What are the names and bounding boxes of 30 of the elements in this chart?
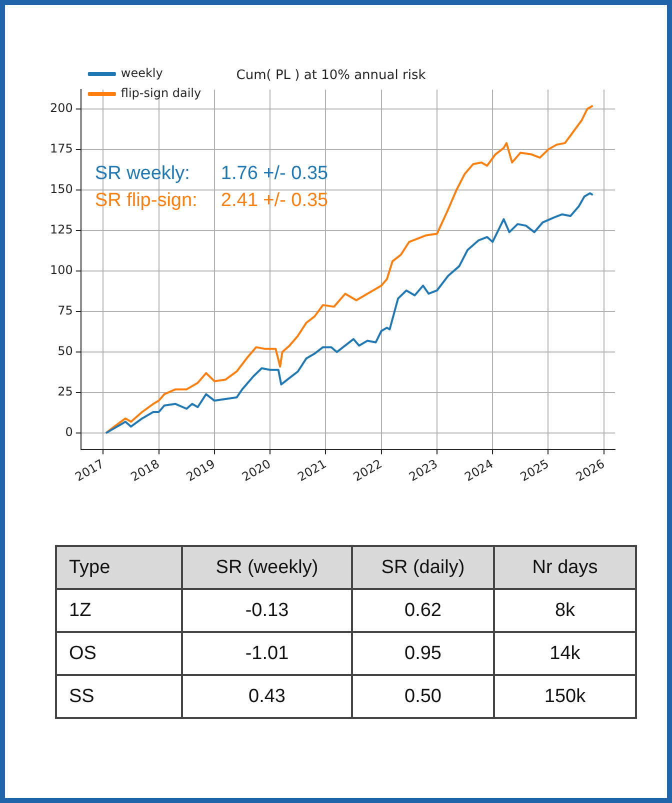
text: -0.13: [182, 589, 352, 632]
legend-label: weekly: [120, 66, 163, 80]
text: 0.62: [352, 589, 494, 632]
text: 14k: [494, 632, 636, 675]
text: Nr days: [494, 546, 636, 589]
text: SR flip-sign: 2.41 +/- 0.35: [94, 190, 328, 211]
text: Type: [56, 546, 182, 589]
y-tick-label: 100: [50, 263, 73, 278]
y-tick-label: 0: [65, 425, 73, 440]
text: 0.95: [352, 632, 494, 675]
text: OS: [56, 632, 182, 675]
text: 0.50: [352, 675, 494, 718]
text: 8k: [494, 589, 636, 632]
text: 1Z: [56, 589, 182, 632]
y-tick-label: 75: [58, 304, 73, 318]
text: -1.01: [182, 632, 352, 675]
y-tick-label: 175: [50, 142, 73, 156]
y-tick-label: 200: [50, 101, 73, 116]
y-tick-label: 25: [58, 384, 73, 399]
text: 150k: [494, 675, 636, 718]
y-tick-label: 50: [58, 344, 73, 358]
text: SS: [56, 675, 182, 718]
text: SR weekly: 1.76 +/- 0.35: [94, 162, 328, 184]
legend-label: flip-sign daily: [120, 86, 202, 100]
text: 0.43: [182, 675, 352, 718]
text: SR (weekly): [182, 546, 352, 589]
y-tick-label: 125: [50, 222, 73, 237]
text: SR (daily): [352, 546, 494, 589]
chart-title: Cum( PL ) at 10% annual risk: [236, 68, 426, 84]
y-tick-label: 150: [50, 182, 73, 196]
